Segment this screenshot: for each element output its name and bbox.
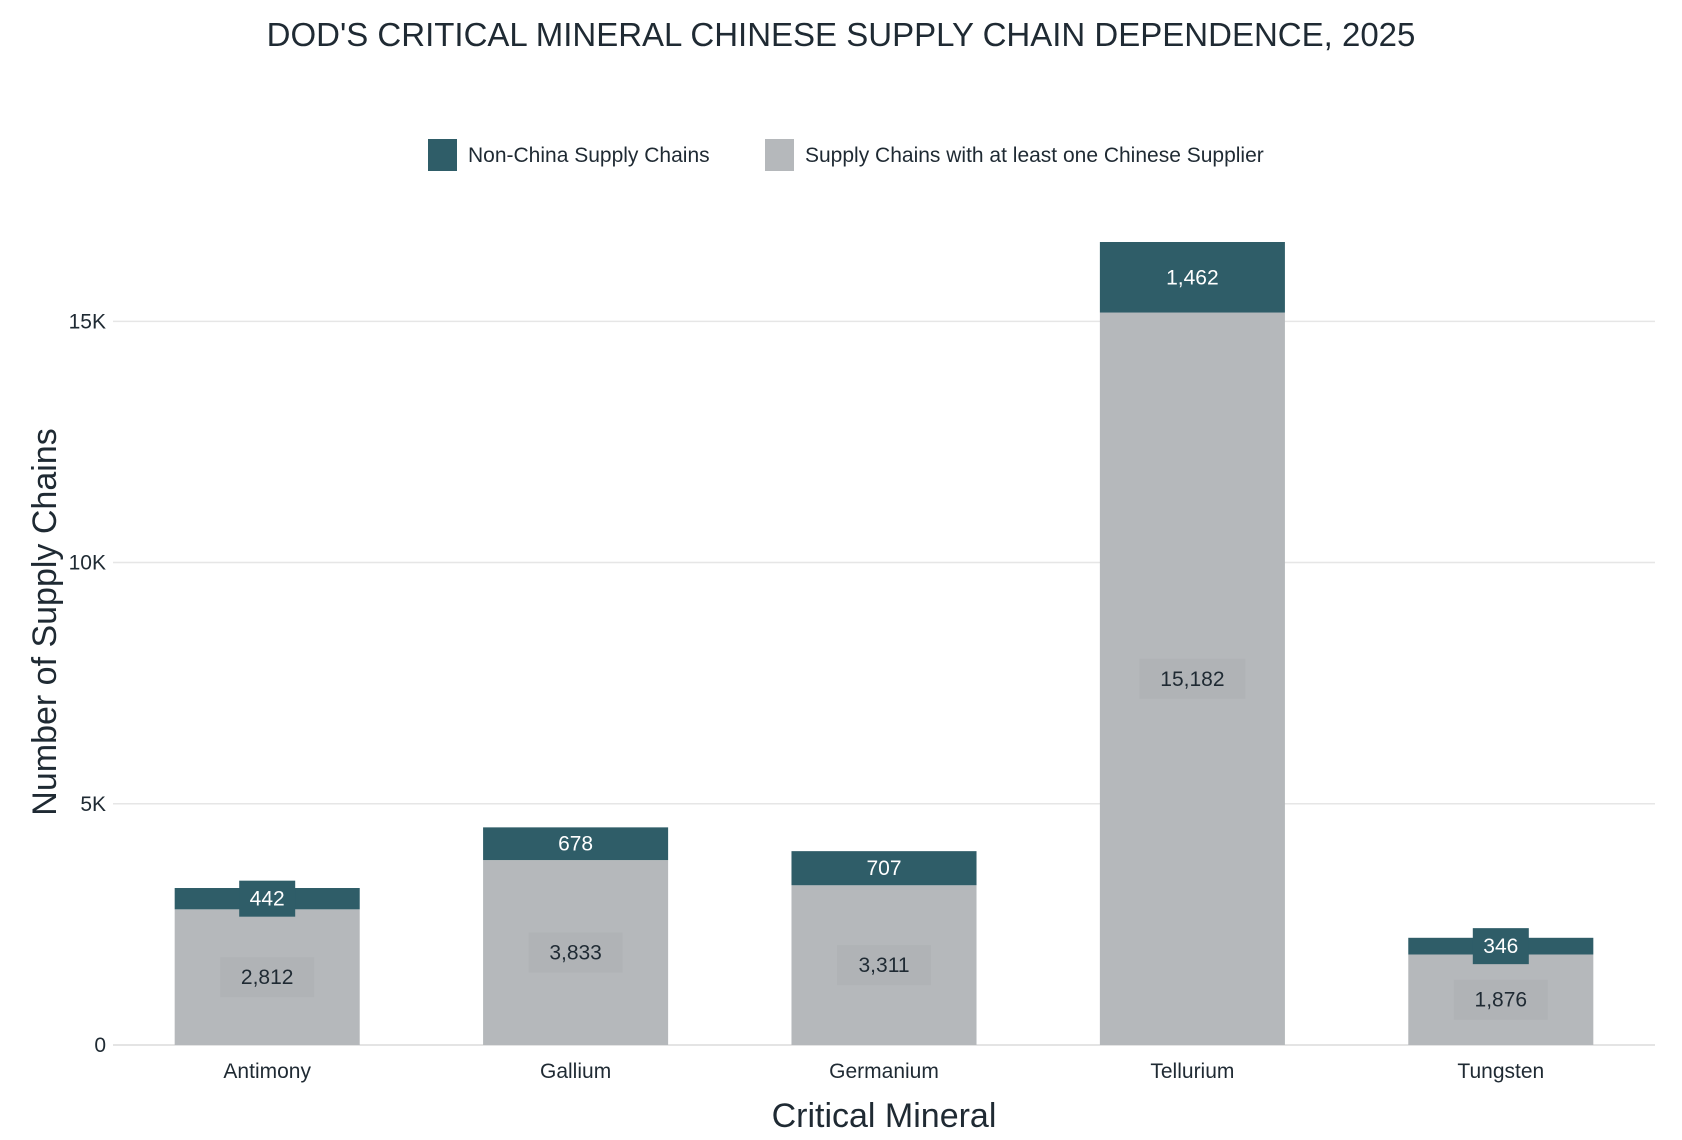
x-tick-label: Antimony [223,1060,311,1083]
x-tick-label: Gallium [540,1060,611,1083]
y-axis-title: Number of Supply Chains [26,428,64,815]
bar-group: 1,462 15,182 [1099,242,1285,1045]
bar-group: 678 3,833 [483,827,669,1045]
bar-group: 346 1,876 [1408,928,1594,1045]
chart-title: DOD'S CRITICAL MINERAL CHINESE SUPPLY CH… [267,16,1416,53]
y-tick-label: 15K [69,310,106,333]
data-label-non-china: 678 [558,833,593,856]
x-axis-ticks: Antimony Gallium Germanium Tellurium Tungste… [223,1060,1544,1083]
label-backdrop [528,932,623,973]
label-backdrop [837,945,931,986]
data-label-china-supplier: 2,812 [241,966,294,989]
bar-group: 442 2,812 [174,880,360,1045]
x-axis-title: Critical Mineral [772,1097,997,1135]
label-backdrop [220,957,315,998]
y-tick-label: 5K [80,793,106,816]
label-backdrop [239,880,296,917]
y-tick-label: 10K [69,552,106,575]
data-label-non-china: 707 [866,857,901,880]
data-label-china-supplier: 15,182 [1160,668,1224,691]
x-tick-label: Tellurium [1150,1060,1234,1083]
legend-item: Non-China Supply Chains [428,139,710,171]
data-label-non-china: 346 [1483,935,1518,958]
data-label-china-supplier: 1,876 [1475,989,1528,1012]
bar-non-china [483,827,669,861]
legend-label: Non-China Supply Chains [468,144,710,167]
x-tick-label: Tungsten [1457,1060,1544,1083]
bar-group: 707 3,311 [791,851,977,1045]
bar-non-china [791,851,977,886]
legend: Non-China Supply Chains Supply Chains wit… [428,139,1264,171]
legend-label: Supply Chains with at least one Chinese … [805,144,1264,167]
data-label-china-supplier: 3,833 [549,942,602,965]
label-backdrop [1453,979,1548,1020]
legend-swatch [765,139,794,171]
y-tick-label: 0 [94,1034,106,1057]
label-backdrop [1139,658,1246,699]
data-label-non-china: 442 [250,888,285,911]
legend-item: Supply Chains with at least one Chinese … [765,139,1264,171]
data-label-non-china: 1,462 [1166,266,1219,289]
bar-non-china [1099,242,1285,313]
legend-swatch [428,139,457,171]
label-backdrop [1472,928,1529,965]
x-tick-label: Germanium [829,1060,939,1083]
y-axis-ticks: 0 5K 10K 15K [69,310,106,1057]
data-label-china-supplier: 3,311 [859,954,910,977]
bars: 442 2,812 678 3,833 707 3,311 1,462 15,182 346 1,… [174,242,1594,1045]
